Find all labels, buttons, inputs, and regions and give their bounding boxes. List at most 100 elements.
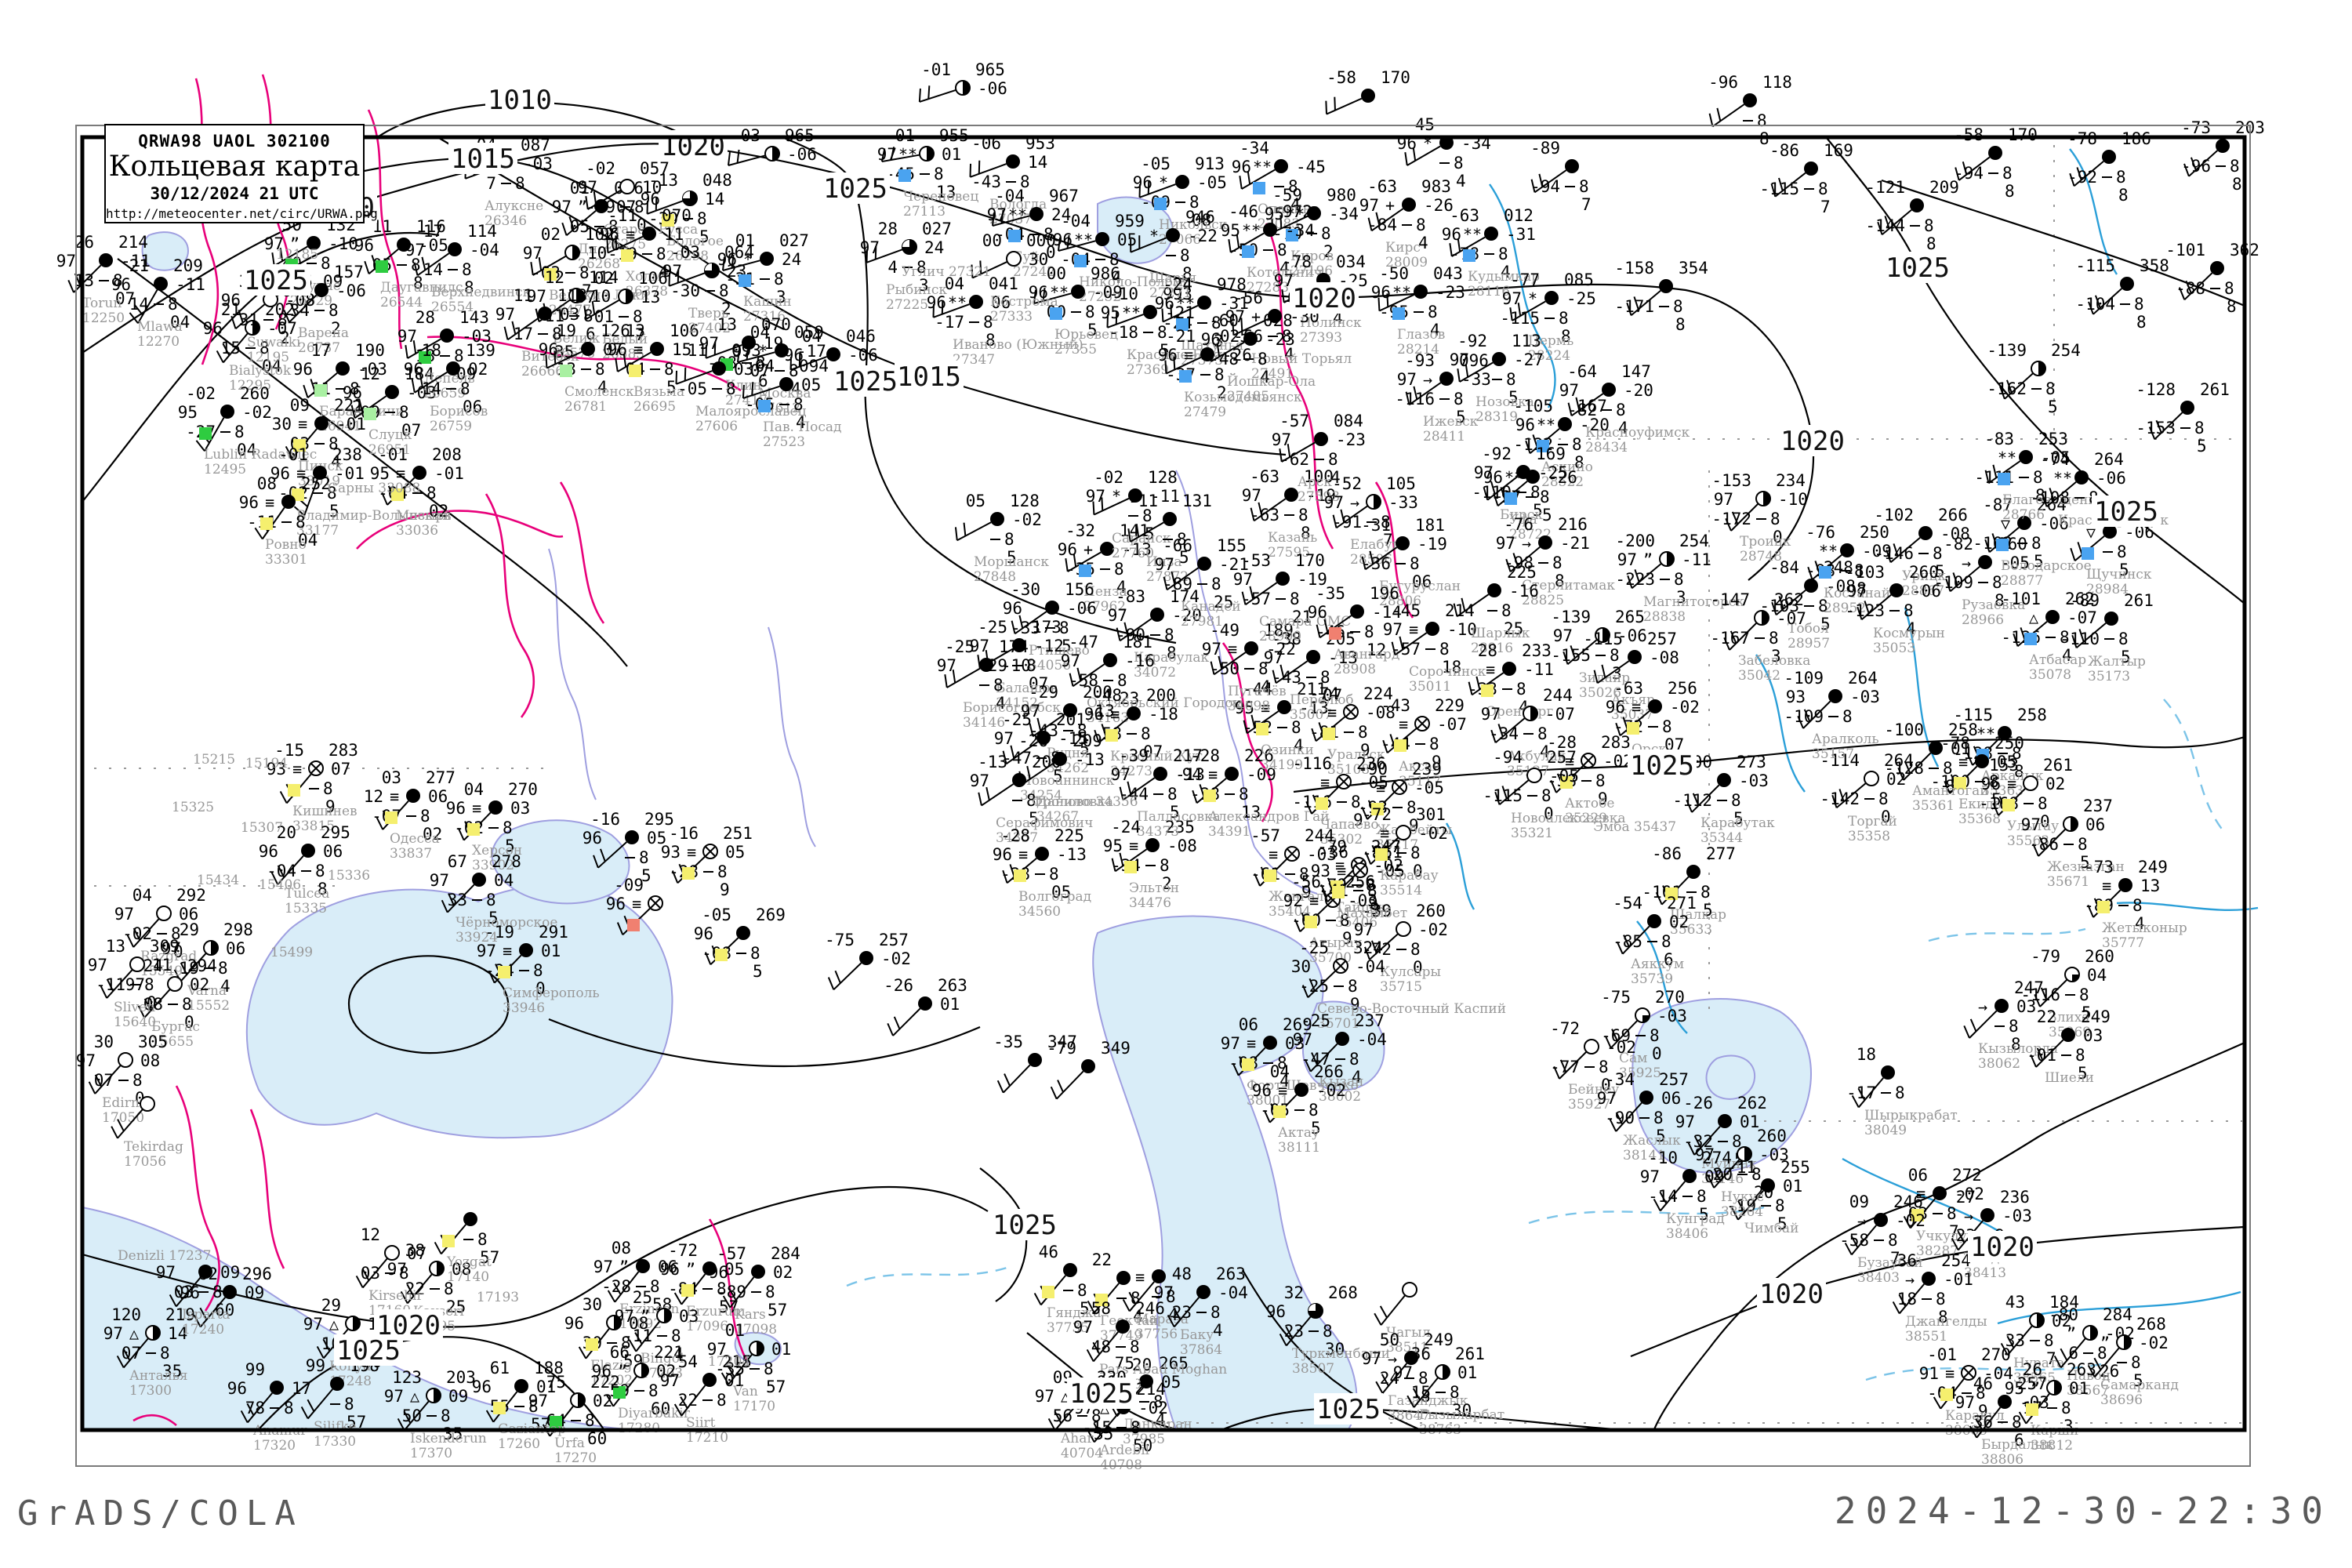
station-text: 04 [298,531,318,550]
station-text: Нолинск [1300,315,1362,331]
station-text: 97 [495,305,515,324]
station-text: 26378 [626,284,668,299]
station-text: 059 [794,323,824,342]
wind-barb-feather [615,235,618,249]
station-text: 14 [423,260,443,279]
station-text: -89 [1530,139,1560,158]
station-text: Череповец [903,189,978,205]
isobar-line [117,258,628,667]
station-text: 5 [2197,437,2207,456]
station-text: 26268 [578,256,620,272]
station-circle [1175,175,1189,189]
station-text: -90 [1605,1109,1635,1127]
wind-barb-feather [129,312,139,324]
isobar-label: 1020 [659,130,728,162]
station-text: Шарья [1149,270,1196,286]
station-circle [1402,1282,1417,1298]
station-circle [1396,921,1411,937]
station-text: 03 [2083,1026,2103,1045]
station-text: 96 [1266,1302,1286,1321]
wind-barb-feather [971,264,974,278]
station-text: 01 [1951,739,1970,758]
station-circle [1243,332,1258,346]
water-body [245,884,673,1139]
precip-square [682,867,695,880]
station-text: -10 [1001,656,1031,675]
station-text: -10 [328,234,358,253]
station-text: -02 [1138,1399,1168,1417]
station-text: 43 [2005,1293,2025,1312]
station-text: 983 [1421,177,1451,196]
station-text: 38406 [1666,1226,1708,1242]
station-text: 26781 [564,399,607,415]
station-text: 97 [1450,350,1469,369]
wind-barb-feather [751,382,754,396]
isobar-label: 1025 [990,1209,1059,1241]
wind-barb-feather [1375,212,1381,226]
station-circle [1682,1169,1697,1183]
station-text: -79 [1047,1039,1076,1058]
station-circle [1152,1269,1166,1283]
station-text: 250 [1860,523,1889,542]
station-text: 8 [2117,543,2127,561]
station-circle [220,405,234,419]
station-text: -03 [1739,771,1769,790]
station-text: 28 [878,220,898,238]
station-text: 18 [422,341,441,360]
station-text: 28434 [1585,440,1628,456]
station-text: -102 [1874,506,1914,524]
station-text: 272 [1952,1166,1982,1185]
wind-barb-feather [419,374,423,388]
station-text: -04 [470,241,499,260]
station-text: Lublin Radawiec [204,447,317,463]
station-text: 8 [1662,717,1672,736]
precip-square [498,966,510,978]
station-text: 12195 [247,350,289,365]
station-text: 35 [554,343,574,361]
station-text: 4 [659,263,669,281]
station-text: 268 [2136,1315,2166,1334]
station-text: -03 [1657,1007,1687,1025]
station-text: 269 [756,906,786,924]
wind-barb [1094,497,1130,516]
river [2116,902,2259,912]
station-text: -06 [1067,599,1097,618]
station-text: 24 [1051,205,1071,224]
wind-barb [587,189,622,210]
station-text: Озинки [1261,742,1314,758]
station-text: 8 [608,217,619,236]
wind-barb-feather [1457,238,1461,252]
station-text: 8 [1936,1290,1946,1308]
station-text: 064 [724,243,754,262]
wind-barb-feather [67,280,74,293]
station-text: 26 [2023,1360,2042,1379]
station-text: 116 [416,217,446,236]
station-text: 3 [1214,332,1224,350]
coastline [1254,846,1318,895]
station-text: 17300 [129,1383,172,1399]
station-text: 96 [1232,158,1251,176]
station-text: 967 [1049,187,1079,205]
station-text: 96 [1442,225,1461,244]
station-text: 17 [311,341,331,360]
station-text: Амантогай [1912,783,1989,799]
station-text: 30 [272,415,292,434]
station-text: 237 [1355,1011,1385,1030]
station-text: 97 [1202,640,1221,659]
station-text: 1020 [1759,1279,1824,1310]
station-circle [742,336,756,350]
wind-barb [289,294,318,323]
station-text: -02 [122,924,152,943]
station-circle [1116,1271,1131,1285]
station-text: -76 [1806,523,1835,542]
station-text: 8 [533,961,543,980]
station-text: 277 [1706,844,1736,863]
station-text: ≡ [296,464,306,483]
wind-barb-feather [585,196,589,210]
